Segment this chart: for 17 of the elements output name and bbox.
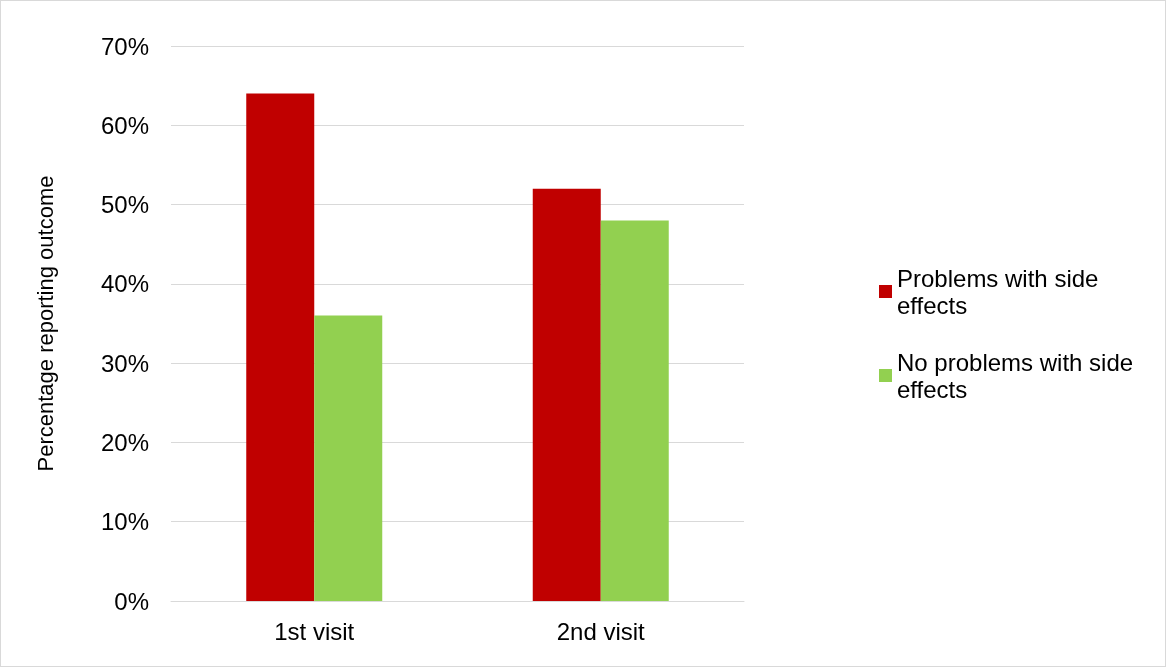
x-tick-label: 1st visit: [274, 617, 355, 645]
bar: [246, 93, 315, 601]
y-tick-label: 0%: [114, 587, 149, 615]
y-axis-title: Percentage reporting outcome: [32, 175, 58, 472]
y-tick-label: 20%: [100, 428, 149, 456]
bar: [600, 220, 669, 601]
y-tick-label: 30%: [100, 349, 149, 377]
x-tick-label: 2nd visit: [556, 617, 646, 645]
y-tick-label: 50%: [100, 191, 149, 219]
y-tick-label: 60%: [100, 111, 149, 139]
y-tick-label: 70%: [100, 32, 149, 60]
bar: [314, 315, 383, 601]
bar: [532, 188, 601, 601]
legend-label: No problems with side effects: [897, 348, 1140, 403]
legend-label: Problems with side effects: [897, 264, 1106, 319]
y-tick-label: 10%: [100, 508, 149, 536]
y-tick-label: 40%: [100, 270, 149, 298]
